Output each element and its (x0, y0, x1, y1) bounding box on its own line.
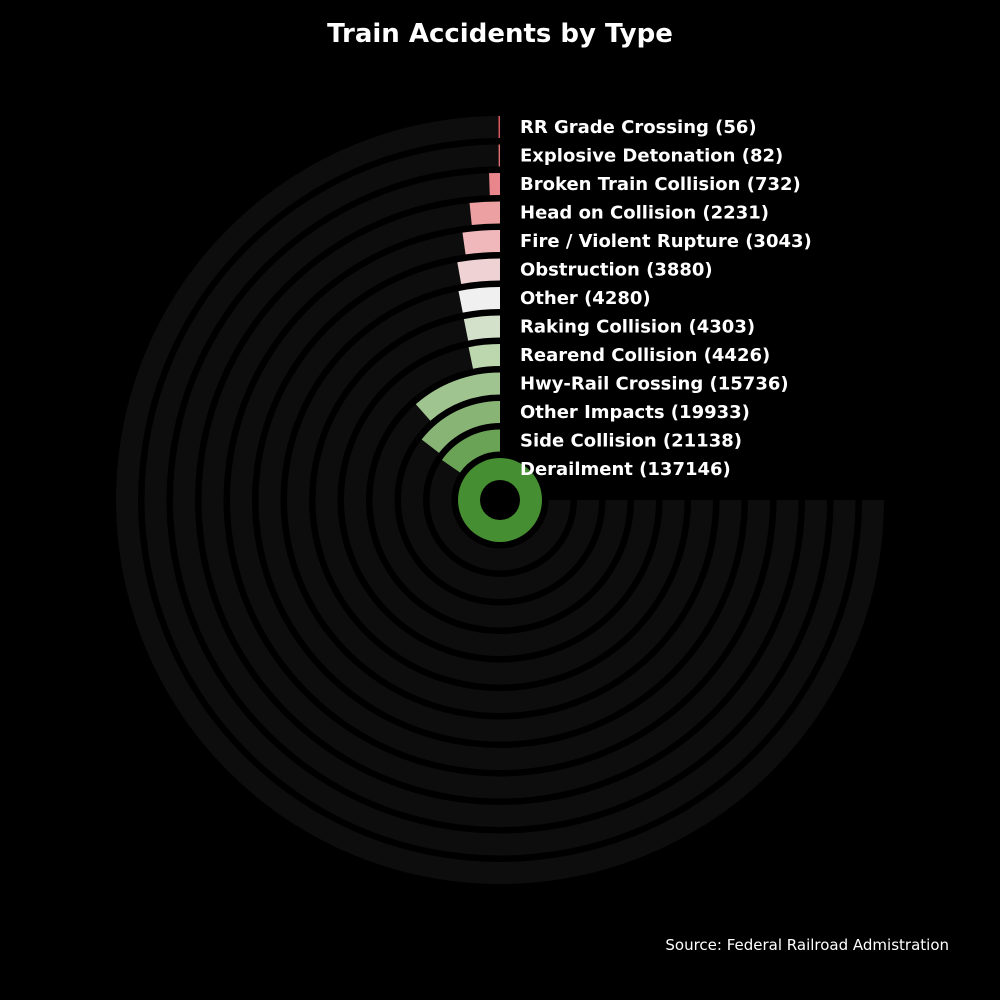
source-note: Source: Federal Railroad Admistration (665, 936, 949, 954)
ring-label: Raking Collision (4303) (520, 317, 755, 338)
ring-bar (463, 315, 500, 341)
ring-bar (469, 201, 500, 225)
ring-bar (498, 144, 500, 167)
ring-label: Rearend Collision (4426) (520, 345, 770, 366)
chart-title: Train Accidents by Type (327, 19, 673, 49)
ring-label: Fire / Violent Rupture (3043) (520, 231, 812, 252)
ring-bar (458, 458, 542, 542)
ring-bar (441, 429, 500, 473)
ring-label: Broken Train Collision (732) (520, 174, 801, 195)
ring-bar (415, 372, 500, 421)
ring-label: Other Impacts (19933) (520, 402, 750, 423)
ring-label: Hwy-Rail Crossing (15736) (520, 374, 789, 395)
ring-bar (457, 258, 500, 284)
ring-bar (458, 287, 500, 313)
ring-bar (421, 401, 500, 453)
ring-bar (498, 116, 500, 139)
ring-label: RR Grade Crossing (56) (520, 117, 757, 138)
ring-bar (462, 230, 500, 255)
ring-label: Explosive Detonation (82) (520, 146, 783, 167)
ring-label: Head on Collision (2231) (520, 203, 769, 224)
ring-labels: Derailment (137146) Side Collision (21138… (520, 117, 812, 480)
label-backdrop (500, 114, 886, 500)
ring-bar (468, 344, 500, 369)
ring-bars (415, 116, 542, 542)
label-backdrop-rect (500, 114, 886, 500)
ring-label: Other (4280) (520, 288, 651, 309)
ring-label: Obstruction (3880) (520, 260, 713, 281)
ring-label: Derailment (137146) (520, 459, 731, 480)
ring-bar (489, 173, 500, 196)
ring-label: Side Collision (21138) (520, 431, 742, 452)
